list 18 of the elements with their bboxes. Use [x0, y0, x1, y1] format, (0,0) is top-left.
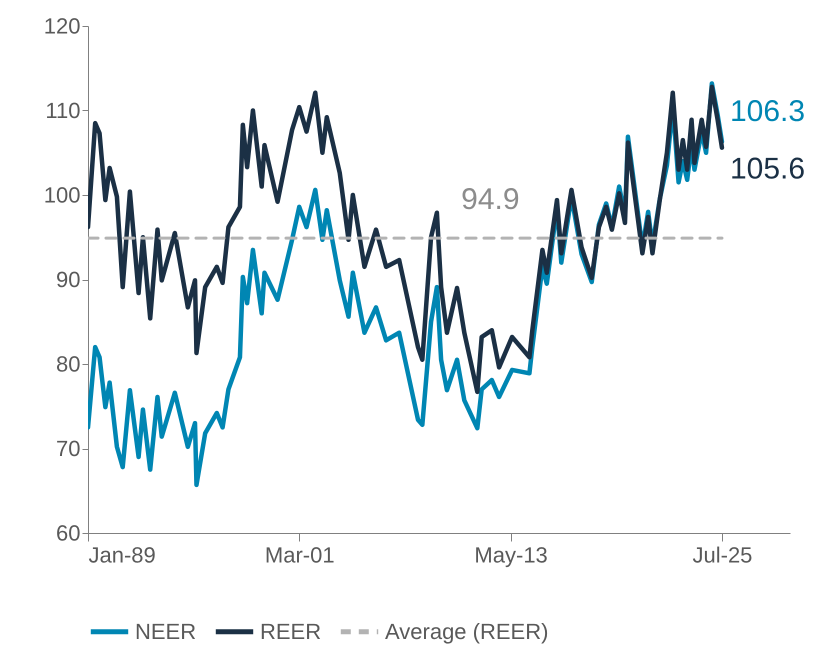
x-tick-label: Jan-89 — [88, 542, 156, 568]
annotation: 105.6 — [730, 152, 806, 186]
x-tick-label: Mar-01 — [264, 542, 335, 568]
y-tick-label: 90 — [56, 267, 80, 292]
y-tick-label: 60 — [56, 520, 80, 546]
y-tick-label: 100 — [44, 182, 80, 208]
legend-label: Average (REER) — [385, 618, 548, 644]
y-tick-label: 120 — [44, 14, 80, 38]
line-series — [88, 84, 724, 394]
x-tick-label: May-13 — [474, 542, 548, 568]
y-tick-label: 80 — [56, 352, 80, 376]
y-tick-label: 110 — [45, 98, 80, 123]
legend-label: NEER — [135, 618, 196, 644]
annotation: 106.3 — [730, 94, 806, 128]
annotation: 94.9 — [461, 183, 520, 216]
y-tick-label: 70 — [56, 436, 80, 461]
legend-label: REER — [260, 618, 322, 644]
x-tick-label: Jul-25 — [692, 542, 752, 568]
